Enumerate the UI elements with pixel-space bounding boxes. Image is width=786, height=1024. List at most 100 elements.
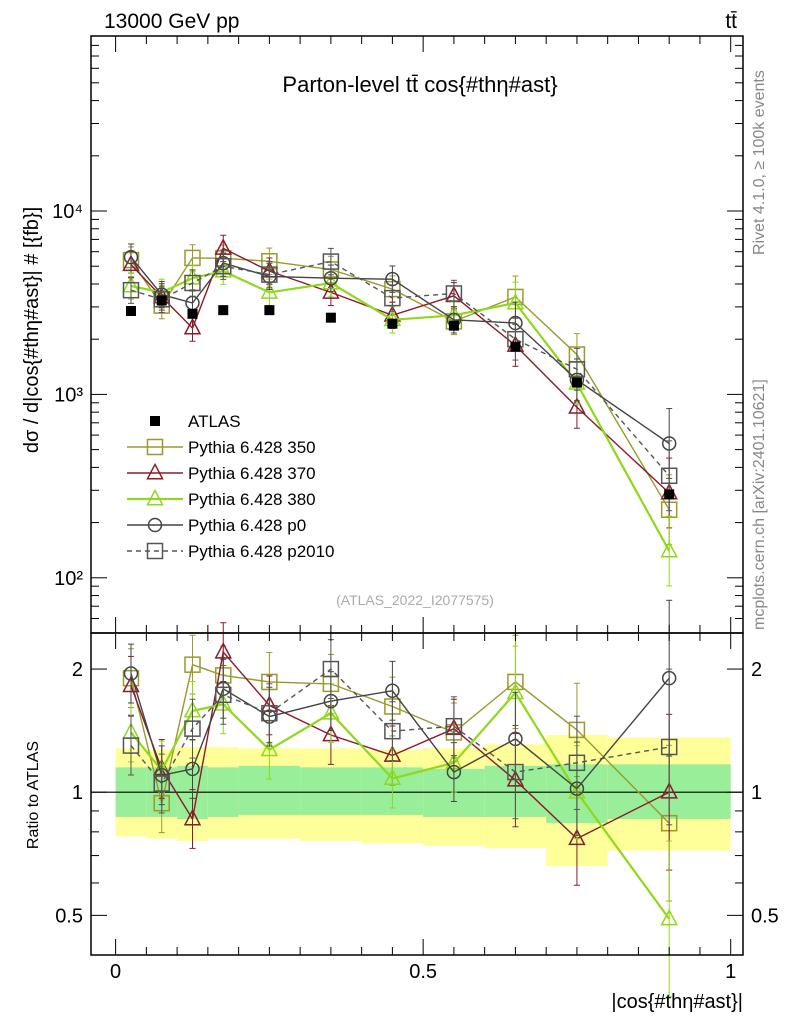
y-axis-label: dσ / d|cos{#thη#ast}| # [{fb}]: [21, 207, 43, 453]
atlas-point: [264, 305, 275, 316]
pythia-6-428-p2010-point: [261, 704, 278, 722]
pythia-6-428-370-point: [568, 397, 586, 414]
atlas-point: [387, 318, 398, 329]
pythia-6-428-p2010-point: [153, 291, 170, 308]
x-tick-label: 1: [725, 961, 736, 983]
ratio-y-axis-label: Ratio to ATLAS: [25, 741, 42, 849]
atlas-point: [571, 377, 582, 388]
pythia-6-428-p2010-point: [660, 467, 678, 485]
pythia-6-428-p0-point: [123, 666, 139, 681]
legend-atlas-point: [150, 416, 160, 426]
main-y-axis: 10² 10³ 10⁴: [52, 35, 743, 634]
pythia-6-428-p2010-point: [122, 281, 140, 299]
ratio-y-tick-label: 1: [72, 782, 83, 804]
pythia-6-428-370-point: [183, 317, 202, 335]
pythia-6-428-p2010-point: [184, 720, 201, 737]
ratio-y-tick-label-right: 0.5: [751, 905, 779, 927]
legend-pythia-6-428-350-point: [146, 438, 164, 456]
x-axis-label: |cos{#thη#ast}|: [611, 991, 743, 1013]
process-label: tt̄: [725, 10, 737, 33]
pythia-6-428-370-point: [183, 808, 202, 826]
pythia-6-428-p2010-point: [153, 775, 170, 792]
ratio-y-tick-label-right: 1: [751, 782, 762, 804]
pythia-6-428-380-point: [660, 908, 678, 926]
pythia-6-428-p2010-point: [568, 361, 586, 378]
mcplots-source-label: mcplots.cern.ch [arXiv:2401.10621]: [751, 379, 768, 630]
pythia-6-428-p2010-point: [261, 266, 278, 283]
legend-item-atlas: ATLAS: [150, 412, 241, 431]
pythia-6-428-370-point: [214, 641, 232, 659]
legend-label-pythia-6-428-380: Pythia 6.428 380: [188, 490, 316, 509]
pythia-6-428-350-point: [184, 656, 201, 673]
atlas-point: [325, 312, 336, 323]
legend: ATLAS Pythia 6.428 350 Pythia 6.428 370 Pyt…: [127, 412, 335, 561]
legend-label-pythia-6-428-p2010: Pythia 6.428 p2010: [188, 542, 335, 561]
main-series-layer: [122, 234, 678, 587]
ratio-plot-frame: [90, 632, 744, 956]
legend-pythia-6-428-p0-point: [147, 517, 163, 533]
ratio-y-tick-label-right: 2: [751, 659, 762, 681]
pythia-6-428-380-point: [383, 768, 402, 785]
legend-item-pythia-6-428-350: Pythia 6.428 350: [127, 438, 316, 457]
analysis-watermark: (ATLAS_2022_I2077575): [336, 592, 494, 608]
legend-pythia-6-428-370-point: [146, 462, 164, 480]
legend-pythia-6-428-380-point: [146, 488, 164, 506]
atlas-point: [156, 295, 167, 306]
legend-label-pythia-6-428-p0: Pythia 6.428 p0: [188, 516, 306, 535]
pythia-6-428-p2010-point: [122, 737, 140, 754]
pythia-6-428-p2010-point: [322, 660, 340, 678]
atlas-point: [510, 341, 521, 352]
pythia-6-428-p2010-point: [660, 738, 678, 756]
y-tick-label: 10³: [54, 384, 83, 406]
legend-label-pythia-6-428-370: Pythia 6.428 370: [188, 464, 316, 483]
pythia-6-428-380-point: [260, 739, 279, 757]
pythia-6-428-p0-point: [385, 683, 400, 699]
pythia-6-428-370-point: [322, 282, 340, 299]
legend-item-pythia-6-428-380: Pythia 6.428 380: [127, 488, 316, 509]
ratio-plot-panel: 0.5 0.5 1 1 2 2 0 0.5 1 Ratio to ATLAS |cos{#th…: [25, 36, 779, 1013]
series-pythia-6-428-p2010: [122, 639, 678, 826]
rivet-version-label: Rivet 4.1.0, ≥ 100k events: [751, 70, 768, 255]
x-tick-label: 0.5: [409, 961, 437, 983]
pythia-6-428-p2010-point: [184, 274, 201, 292]
atlas-point: [218, 305, 229, 316]
ratio-y-tick-label: 0.5: [55, 905, 83, 927]
pythia-6-428-380-point: [260, 282, 279, 299]
legend-pythia-6-428-p2010-point: [146, 542, 164, 560]
pythia-6-428-p0-point: [123, 249, 139, 265]
ratio-y-tick-label: 2: [72, 659, 83, 681]
legend-item-pythia-6-428-370: Pythia 6.428 370: [127, 462, 316, 483]
pythia-6-428-p0-point: [185, 761, 200, 777]
pythia-6-428-p2010-point: [322, 253, 340, 270]
ratio-band-inner: [300, 767, 362, 815]
pythia-6-428-p2010-point: [507, 763, 524, 781]
series-atlas: [125, 295, 675, 500]
energy-label: 13000 GeV pp: [104, 10, 239, 33]
pythia-6-428-p0-point: [446, 764, 462, 780]
atlas-point: [125, 305, 136, 316]
legend-label-atlas: ATLAS: [188, 412, 241, 431]
main-plot-panel: Parton-level tt̄ cos{#thη#ast} (ATLAS_20…: [21, 35, 744, 634]
pythia-6-428-p2010-point: [384, 722, 401, 740]
pythia-6-428-p2010-point: [445, 285, 463, 302]
legend-item-pythia-6-428-p0: Pythia 6.428 p0: [127, 516, 306, 535]
atlas-point: [187, 308, 198, 319]
pythia-6-428-p2010-point: [445, 717, 463, 735]
series-pythia-6-428-p2010: [122, 247, 678, 512]
pythia-6-428-380-point: [660, 540, 678, 558]
x-axis: 0 0.5 1: [110, 36, 736, 983]
main-plot-title: Parton-level tt̄ cos{#thη#ast}: [282, 72, 557, 97]
pythia-6-428-p2010-point: [384, 289, 401, 307]
atlas-point: [448, 320, 459, 331]
legend-label-pythia-6-428-350: Pythia 6.428 350: [188, 438, 316, 457]
pythia-6-428-370-point: [568, 828, 586, 846]
pythia-6-428-p2010-point: [214, 257, 232, 275]
ratio-y-axis: 0.5 0.5 1 1 2 2: [55, 659, 779, 956]
y-tick-label: 10⁴: [52, 201, 83, 223]
y-tick-label: 10²: [54, 568, 83, 590]
atlas-point: [664, 489, 675, 500]
pythia-6-428-p2010-point: [214, 686, 232, 704]
legend-item-pythia-6-428-p2010: Pythia 6.428 p2010: [127, 542, 335, 561]
